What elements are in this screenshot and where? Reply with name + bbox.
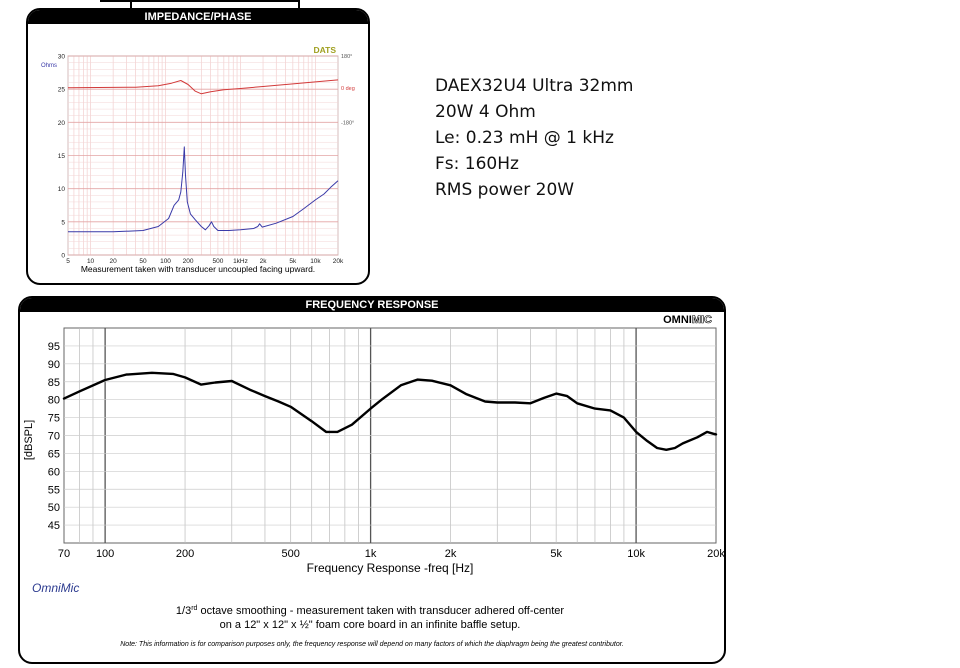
spec-line-rms-power: RMS power 20W — [435, 180, 575, 200]
impedance-phase-chart: 5 10 20 50 100 200 500 1kHz 2k 5k 10k 20k0510152025… — [41, 45, 355, 274]
impedance-phase-tick-label: 180° — [341, 54, 352, 60]
frequency-x-tick-label: 200 — [176, 548, 194, 560]
phase-curve — [67, 79, 339, 95]
omnimic-brand-logo: OMNIMIC — [663, 314, 712, 326]
impedance-x-tick-label: 10 — [87, 258, 95, 265]
frequency-y-tick-label: 90 — [48, 359, 60, 371]
frequency-y-tick-label: 95 — [48, 341, 60, 353]
frequency-x-tick-label: 20k — [707, 548, 724, 560]
spec-line-inductance: Le: 0.23 mH @ 1 kHz — [435, 128, 614, 148]
impedance-y-tick-label: 30 — [58, 54, 66, 61]
frequency-x-tick-label: 10k — [627, 548, 645, 560]
frequency-series — [62, 371, 718, 451]
frequency-y-tick-label: 80 — [48, 395, 60, 407]
impedance-y-tick-label: 15 — [58, 153, 66, 160]
comparison-disclaimer: Note: This information is for comparison… — [120, 641, 624, 648]
omnimic-brand-bold: OMNI — [663, 314, 692, 326]
spec-block: DAEX32U4 Ultra 32mm 20W 4 Ohm Le: 0.23 m… — [435, 73, 634, 203]
impedance-curve — [68, 146, 339, 233]
impedance-x-tick-label: 100 — [160, 258, 171, 265]
frequency-y-axis-title: [dBSPL] — [23, 420, 35, 460]
smoothing-note-line1: 1/3rd octave smoothing - measurement tak… — [176, 605, 565, 617]
frequency-x-axis-title: Frequency Response -freq [Hz] — [307, 561, 474, 575]
impedance-y-tick-label: 0 — [61, 253, 65, 260]
frequency-x-tick-label: 100 — [96, 548, 114, 560]
frequency-x-tick-label: 70 — [58, 548, 70, 560]
frequency-x-tick-label: 500 — [282, 548, 300, 560]
impedance-y-tick-label: 20 — [58, 120, 66, 127]
impedance-x-tick-label: 5k — [289, 258, 297, 265]
impedance-x-tick-label: 20 — [110, 258, 118, 265]
impedance-phase-tick-label: -180° — [341, 120, 354, 126]
frequency-y-tick-label: 60 — [48, 466, 60, 478]
top-edge-fragment-tick — [130, 0, 132, 8]
smoothing-note-text: octave smoothing - measurement taken wit… — [197, 605, 564, 617]
frequency-x-tick-label: 2k — [445, 548, 457, 560]
impedance-axes: 5 10 20 50 100 200 500 1kHz 2k 5k 10k 20k0510152025… — [41, 54, 355, 266]
impedance-panel-header: IMPEDANCE/PHASE — [28, 10, 368, 24]
spec-line-model: DAEX32U4 Ultra 32mm — [435, 76, 634, 96]
frequency-y-tick-label: 75 — [48, 413, 60, 425]
omnimic-brand-light: MIC — [692, 314, 712, 326]
spec-line-resonance: Fs: 160Hz — [435, 154, 519, 174]
impedance-x-tick-label: 500 — [212, 258, 223, 265]
impedance-x-tick-label: 50 — [139, 258, 147, 265]
top-edge-fragment-tick — [298, 0, 300, 8]
impedance-x-tick-label: 10k — [310, 258, 321, 265]
impedance-x-tick-label: 20k — [333, 258, 344, 265]
impedance-y-axis-title: Ohms — [41, 63, 57, 69]
impedance-x-tick-label: 5 — [66, 258, 70, 265]
frequency-y-tick-label: 50 — [48, 502, 60, 514]
frequency-panel-header: FREQUENCY RESPONSE — [20, 298, 724, 312]
smoothing-note-fraction: 1/3 — [176, 605, 191, 617]
impedance-caption: Measurement taken with transducer uncoup… — [81, 264, 315, 274]
impedance-y-tick-label: 25 — [58, 87, 66, 94]
frequency-y-tick-label: 70 — [48, 431, 60, 443]
impedance-phase-panel: IMPEDANCE/PHASE 5 10 20 50 100 200 500 1kHz 2k 5k… — [26, 8, 370, 285]
frequency-y-tick-label: 85 — [48, 377, 60, 389]
smoothing-note-superscript: rd — [191, 605, 197, 612]
frequency-y-tick-label: 45 — [48, 520, 60, 532]
impedance-y-tick-label: 10 — [58, 186, 66, 193]
frequency-axes: 70 100 200 500 1k 2k 5k 10k 20k 45 50 55 60 65 70 75 80 8… — [48, 341, 724, 560]
smoothing-note-line2: on a 12" x 12" x ½" foam core board in a… — [220, 619, 521, 631]
impedance-grid — [67, 55, 339, 256]
impedance-y-tick-label: 5 — [61, 219, 65, 226]
impedance-x-tick-label: 200 — [183, 258, 194, 265]
frequency-y-tick-label: 55 — [48, 484, 60, 496]
impedance-series — [67, 79, 339, 233]
frequency-x-tick-label: 1k — [365, 548, 377, 560]
frequency-x-tick-label: 5k — [550, 548, 562, 560]
top-edge-fragment — [100, 0, 300, 2]
impedance-brand-label: DATS — [313, 45, 336, 55]
frequency-response-chart: 70 100 200 500 1k 2k 5k 10k 20k 45 50 55 60 65 70 75 80 8… — [23, 314, 724, 648]
frequency-grid — [63, 327, 717, 544]
spec-line-power-impedance: 20W 4 Ohm — [435, 102, 536, 122]
frequency-y-tick-label: 65 — [48, 448, 60, 460]
omnimic-footer-brand: OmniMic — [32, 581, 79, 595]
impedance-phase-tick-label: 0 deg — [341, 86, 355, 92]
impedance-x-tick-label: 1kHz — [233, 258, 248, 265]
frequency-response-curve — [62, 371, 718, 451]
frequency-response-panel: FREQUENCY RESPONSE 70 100 200 500 1k 2k 5k 10k 2… — [18, 296, 726, 664]
impedance-x-tick-label: 2k — [260, 258, 268, 265]
